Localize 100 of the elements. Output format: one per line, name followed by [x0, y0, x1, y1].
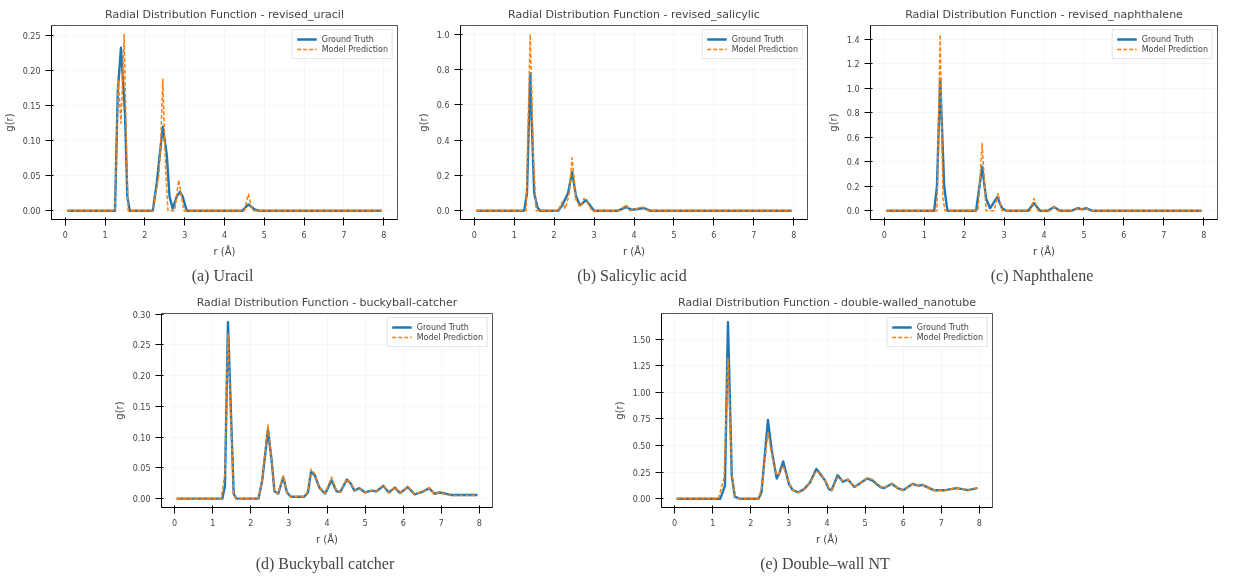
x-tick-label: 5 — [1081, 230, 1087, 240]
x-tick-label: 0 — [881, 230, 887, 240]
y-tick-label: 1.25 — [632, 362, 651, 372]
y-tick-label: 0.00 — [632, 495, 651, 505]
y-tick-label: 0.8 — [846, 109, 860, 119]
legend-label: Ground Truth — [731, 34, 784, 44]
chart-title: Radial Distribution Function - double-walled_nanotube — [678, 295, 977, 309]
x-axis-title: r (Å) — [816, 532, 839, 545]
x-tick-label: 4 — [631, 230, 637, 240]
y-tick-label: 1.2 — [846, 60, 860, 70]
x-tick-label: 7 — [341, 230, 347, 240]
y-tick-label: 1.4 — [846, 35, 860, 45]
x-tick-label: 2 — [142, 230, 148, 240]
x-tick-label: 1 — [921, 230, 927, 240]
chart-title: Radial Distribution Function - revised_salicylic — [508, 7, 760, 21]
x-tick-label: 7 — [438, 518, 444, 528]
x-tick-label: 4 — [824, 518, 830, 528]
y-tick-label: 0.8 — [436, 66, 450, 76]
y-tick-label: 0.05 — [22, 172, 41, 182]
x-tick-label: 1 — [210, 518, 216, 528]
y-axis-title: g(r) — [827, 113, 839, 132]
x-tick-label: 4 — [221, 230, 228, 240]
x-tick-label: 7 — [1161, 230, 1167, 240]
y-tick-label: 0.0 — [846, 207, 860, 217]
y-tick-label: 0.4 — [846, 158, 860, 168]
text: (b) Salicylic acid — [577, 266, 687, 285]
x-tick-label: 8 — [1201, 230, 1207, 240]
x-axis-title: r (Å) — [1033, 244, 1056, 257]
y-tick-label: 0.10 — [132, 433, 151, 443]
legend-label: Model Prediction — [321, 44, 388, 54]
y-tick-label: 0.25 — [632, 468, 651, 478]
legend-label: Ground Truth — [916, 322, 969, 332]
y-tick-label: 0.25 — [22, 32, 41, 42]
y-axis-title: g(r) — [3, 113, 15, 132]
legend-label: Ground Truth — [321, 34, 374, 44]
y-tick-label: 0.50 — [632, 442, 651, 452]
x-tick-label: 6 — [301, 230, 307, 240]
legend-label: Model Prediction — [916, 332, 983, 342]
x-tick-label: 3 — [1001, 230, 1007, 240]
x-tick-label: 0 — [62, 230, 68, 240]
legend-label: Ground Truth — [416, 322, 469, 332]
x-tick-label: 3 — [182, 230, 188, 240]
x-tick-label: 7 — [938, 518, 944, 528]
legend-label: Model Prediction — [731, 44, 798, 54]
x-tick-label: 7 — [751, 230, 757, 240]
x-tick-label: 1 — [511, 230, 517, 240]
y-tick-label: 0.00 — [22, 207, 41, 217]
text: (e) Double–wall NT — [760, 554, 891, 573]
y-tick-label: 0.15 — [22, 102, 41, 112]
line-series — [675, 357, 979, 500]
y-tick-label: 0.15 — [132, 402, 151, 412]
y-tick-label: 0.25 — [132, 341, 151, 351]
y-tick-label: 0.0 — [436, 207, 450, 217]
x-tick-label: 3 — [786, 518, 792, 528]
chart-title: Radial Distribution Function - buckyball-catcher — [196, 295, 458, 309]
y-axis-title: g(r) — [113, 401, 125, 420]
y-axis-title: g(r) — [613, 401, 625, 420]
text: (d) Buckyball catcher — [255, 554, 395, 573]
y-tick-label: 1.00 — [632, 388, 651, 398]
legend-label: Ground Truth — [1141, 34, 1194, 44]
x-tick-label: 6 — [400, 518, 406, 528]
y-tick-label: 0.6 — [846, 133, 860, 143]
x-tick-label: 8 — [791, 230, 797, 240]
y-tick-label: 0.00 — [132, 495, 151, 505]
x-tick-label: 5 — [671, 230, 677, 240]
x-tick-label: 6 — [900, 518, 906, 528]
chart-title: Radial Distribution Function - revised_uracil — [105, 7, 344, 21]
x-tick-label: 8 — [476, 518, 482, 528]
x-tick-label: 5 — [261, 230, 267, 240]
y-tick-label: 0.30 — [132, 310, 151, 320]
y-tick-label: 0.6 — [436, 101, 450, 111]
x-tick-label: 8 — [976, 518, 982, 528]
y-tick-label: 1.0 — [436, 30, 450, 40]
x-tick-label: 1 — [102, 230, 108, 240]
x-tick-label: 5 — [862, 518, 868, 528]
y-tick-label: 0.10 — [22, 137, 41, 147]
x-tick-label: 4 — [324, 518, 330, 528]
x-tick-label: 3 — [591, 230, 597, 240]
x-tick-label: 2 — [961, 230, 967, 240]
text: (a) Uracil — [191, 266, 254, 285]
y-tick-label: 0.2 — [846, 182, 860, 192]
y-tick-label: 0.05 — [132, 464, 151, 474]
y-axis-title: g(r) — [417, 113, 429, 132]
x-tick-label: 0 — [471, 230, 477, 240]
y-tick-label: 0.20 — [22, 67, 41, 77]
x-axis-title: r (Å) — [623, 244, 646, 257]
legend-label: Model Prediction — [1141, 44, 1208, 54]
chart-title: Radial Distribution Function - revised_naphthalene — [905, 7, 1184, 21]
x-tick-label: 0 — [672, 518, 678, 528]
y-tick-label: 1.0 — [846, 84, 860, 94]
x-tick-label: 2 — [551, 230, 557, 240]
y-tick-label: 0.4 — [436, 136, 450, 146]
x-tick-label: 6 — [711, 230, 717, 240]
x-tick-label: 8 — [381, 230, 387, 240]
x-tick-label: 6 — [1121, 230, 1127, 240]
y-tick-label: 0.20 — [132, 372, 151, 382]
text: (c) Naphthalene — [990, 266, 1094, 285]
x-tick-label: 2 — [248, 518, 254, 528]
legend-label: Model Prediction — [416, 332, 483, 342]
x-tick-label: 5 — [362, 518, 368, 528]
